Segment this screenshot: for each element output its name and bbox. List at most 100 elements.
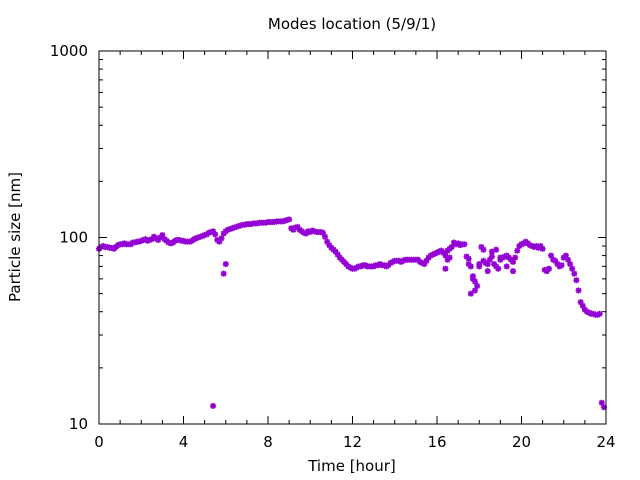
data-point xyxy=(497,254,504,261)
data-point xyxy=(564,256,571,263)
data-point xyxy=(157,234,164,241)
data-point xyxy=(144,237,151,244)
data-point xyxy=(148,236,155,243)
data-point xyxy=(423,257,430,264)
data-point xyxy=(131,239,138,246)
data-point xyxy=(526,242,533,249)
data-point xyxy=(326,242,333,249)
data-point xyxy=(484,261,491,268)
data-point xyxy=(467,290,474,297)
data-point xyxy=(596,310,603,317)
data-point xyxy=(167,240,174,247)
plot-frame xyxy=(98,50,607,425)
data-point xyxy=(537,243,544,250)
data-point xyxy=(216,238,223,245)
data-point xyxy=(442,265,449,272)
data-point xyxy=(569,265,576,272)
data-point xyxy=(486,256,493,263)
data-point xyxy=(193,235,200,242)
data-point xyxy=(121,240,128,247)
data-point xyxy=(440,249,447,256)
data-point xyxy=(575,287,582,294)
data-point xyxy=(176,236,183,243)
data-point xyxy=(539,245,546,252)
data-point xyxy=(571,270,578,277)
data-point xyxy=(218,235,225,242)
data-point xyxy=(465,261,472,268)
data-point xyxy=(324,238,331,245)
data-point xyxy=(488,253,495,260)
data-point xyxy=(222,261,229,268)
data-point xyxy=(294,223,301,230)
data-point xyxy=(172,237,179,244)
data-point xyxy=(155,236,162,243)
data-point xyxy=(457,242,464,249)
chart-title: Modes location (5/9/1) xyxy=(268,15,436,33)
data-point xyxy=(545,265,552,272)
data-point xyxy=(146,236,153,243)
y-tick-label: 1000 xyxy=(50,42,88,60)
data-point xyxy=(98,243,105,250)
data-point xyxy=(472,278,479,285)
x-tick-label: 16 xyxy=(427,433,446,451)
data-point xyxy=(195,234,202,241)
data-point xyxy=(600,404,607,411)
data-point xyxy=(529,243,536,250)
data-point xyxy=(210,228,217,235)
data-point xyxy=(453,241,460,248)
data-point xyxy=(476,263,483,270)
y-axis-title: Particle size [nm] xyxy=(6,172,24,302)
data-point xyxy=(442,252,449,259)
data-point xyxy=(480,257,487,264)
data-point xyxy=(434,249,440,256)
x-tick-label: 24 xyxy=(596,433,615,451)
data-point xyxy=(334,251,341,258)
data-point xyxy=(165,239,172,246)
y-tick-label: 10 xyxy=(69,415,88,433)
data-point xyxy=(510,258,517,265)
data-point xyxy=(531,243,538,250)
x-tick-label: 20 xyxy=(512,433,531,451)
data-point xyxy=(332,248,339,255)
data-points xyxy=(96,216,607,411)
data-point xyxy=(493,246,500,253)
data-point xyxy=(579,302,586,309)
data-point xyxy=(598,399,605,406)
data-point xyxy=(436,248,443,255)
data-point xyxy=(552,257,559,264)
x-tick-label: 4 xyxy=(179,433,189,451)
data-point xyxy=(484,268,491,275)
data-point xyxy=(186,238,193,245)
data-point xyxy=(548,252,555,259)
data-point xyxy=(495,265,502,272)
data-point xyxy=(461,241,468,248)
data-point xyxy=(138,237,145,244)
data-point xyxy=(448,243,455,250)
x-tick-label: 8 xyxy=(263,433,273,451)
data-point xyxy=(119,241,126,248)
data-point xyxy=(472,287,479,294)
y-tick-label: 100 xyxy=(59,229,88,247)
data-point xyxy=(573,277,580,284)
data-point xyxy=(212,231,219,238)
data-point xyxy=(512,254,519,261)
data-point xyxy=(322,233,329,240)
data-point xyxy=(319,229,326,236)
data-point xyxy=(480,246,487,253)
data-point xyxy=(446,254,453,261)
data-point xyxy=(514,247,521,254)
data-point xyxy=(488,248,495,255)
data-point xyxy=(421,261,428,268)
data-point xyxy=(104,243,111,250)
data-point xyxy=(159,232,166,239)
data-point xyxy=(577,299,584,306)
data-point xyxy=(115,242,122,249)
data-point xyxy=(136,238,143,245)
data-point xyxy=(469,273,476,280)
axis-ticks: 0 4 8 12 16 20 24 10 100 1000 xyxy=(50,42,616,451)
x-tick-label: 12 xyxy=(343,433,362,451)
data-point xyxy=(220,270,227,277)
data-point xyxy=(543,268,550,275)
x-tick-label: 0 xyxy=(94,433,104,451)
